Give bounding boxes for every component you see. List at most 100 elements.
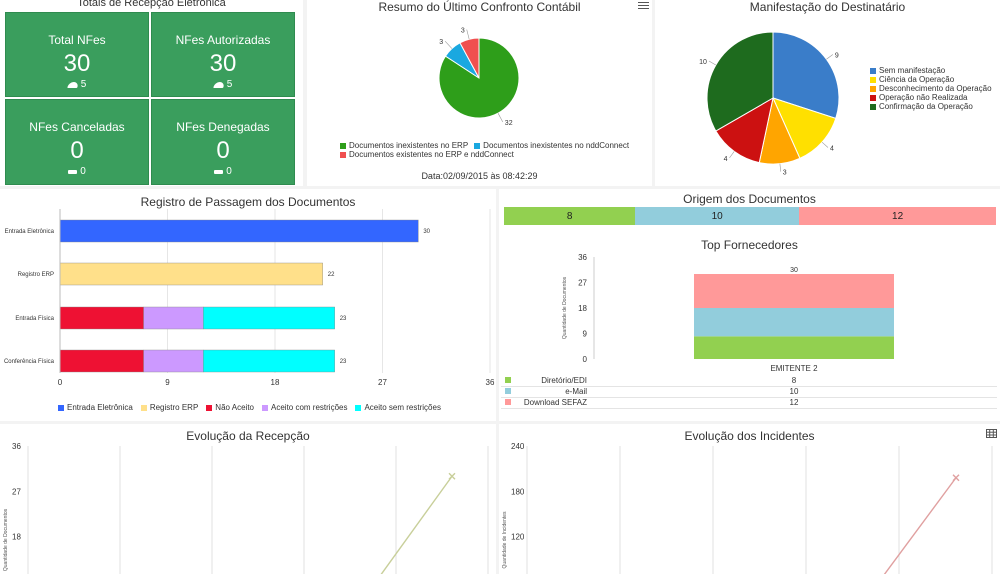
pie-slice — [772, 31, 840, 120]
tile-label: NFes Denegadas — [176, 120, 270, 134]
y-tick-label: 27 — [578, 279, 587, 288]
origem-bar: 8 10 12 — [504, 207, 996, 225]
bar-segment — [143, 349, 204, 373]
series-line — [883, 477, 957, 574]
bar-total-label: 30 — [790, 267, 798, 274]
tile-label: Total NFes — [48, 33, 106, 47]
bar-segment — [203, 306, 335, 330]
legend-item[interactable]: Não Aceito — [206, 403, 254, 412]
evolucao-recepcao-title: Evolução da Recepção — [186, 429, 310, 443]
legend-item[interactable]: Aceito sem restrições — [355, 403, 441, 412]
pie-leader-line — [729, 151, 735, 159]
y-tick-label: 27 — [12, 487, 21, 496]
y-tick-label: Registro ERP — [18, 272, 54, 278]
pie-slice — [715, 97, 774, 164]
y-tick-label: 120 — [511, 533, 525, 542]
pie-leader-line — [497, 113, 504, 123]
menu-icon[interactable] — [638, 2, 649, 10]
bar-segment — [143, 306, 204, 330]
bar-total-label: 22 — [328, 272, 335, 278]
confronto-legend: Documentos inexistentes no ERP Documento… — [340, 141, 640, 159]
pie-leader-line — [708, 60, 716, 66]
data-point-marker — [952, 474, 960, 482]
bar-icon — [214, 169, 224, 174]
pie-data-label: 3 — [439, 39, 443, 46]
legend-item[interactable]: Ciência da Operação — [870, 75, 992, 84]
legend-item[interactable]: Operação não Realizada — [870, 93, 992, 102]
bar-segment — [59, 349, 144, 373]
table-row[interactable]: Diretório/EDI 8 — [501, 375, 997, 387]
y-axis-label: Quantidade de Incidentes — [502, 511, 508, 568]
x-tick-label: 0 — [58, 378, 63, 387]
cloud-icon — [212, 81, 225, 88]
x-tick-label: 36 — [486, 378, 495, 387]
bar-segment — [694, 336, 894, 359]
registro-panel: Registro de Passagem dos Documentos 0 9 18… — [0, 189, 496, 421]
pie-slice — [772, 97, 837, 159]
registro-title: Registro de Passagem dos Documentos — [140, 195, 356, 209]
y-tick-label: 180 — [511, 487, 525, 496]
confronto-date: Data:02/09/2015 às 08:42:29 — [421, 171, 538, 181]
x-tick-label: 27 — [378, 378, 387, 387]
pie-data-label: 3 — [783, 170, 787, 177]
y-tick-label: 36 — [12, 442, 21, 451]
y-tick-label: Entrada Física — [15, 316, 54, 322]
tile-nfes-denegadas[interactable]: NFes Denegadas 0 0 — [151, 99, 295, 185]
fornecedores-bar-chart: 36 27 18 9 0 Quantidade de Documentos 30 EMITEN… — [562, 253, 894, 373]
tile-nfes-canceladas[interactable]: NFes Canceladas 0 0 — [5, 99, 149, 185]
confronto-pie-chart: 32 3 3 — [438, 28, 520, 127]
bar-segment — [59, 262, 323, 286]
registro-bar-chart: 0 9 18 27 36 Entrada Eletrônica 30 Registro ERP… — [4, 209, 495, 387]
legend-item[interactable]: Confirmação da Operação — [870, 102, 992, 111]
manifestacao-title: Manifestação do Destinatário — [749, 0, 906, 14]
y-tick-label: 18 — [578, 304, 587, 313]
bar-segment — [59, 219, 419, 243]
tile-value: 0 — [70, 137, 84, 164]
tile-value: 30 — [209, 50, 237, 77]
tile-label: NFes Autorizadas — [175, 33, 271, 47]
pie-leader-line — [821, 141, 829, 148]
tile-value: 30 — [63, 50, 91, 77]
legend-item[interactable]: Registro ERP — [140, 403, 198, 412]
confronto-panel: Resumo do Último Confronto Contábil 32 3 3… — [307, 0, 652, 186]
bar-total-label: 23 — [340, 359, 347, 365]
y-tick-label: Conferência Física — [4, 359, 55, 365]
fornecedores-title: Top Fornecedores — [701, 238, 798, 252]
pie-data-label: 3 — [461, 28, 465, 35]
y-axis-label: Quantidade de Documentos — [3, 508, 9, 571]
table-icon[interactable] — [986, 429, 997, 438]
legend-item[interactable]: Documentos existentes no ERP e nddConnec… — [340, 150, 640, 159]
pie-data-label: 9 — [835, 53, 839, 60]
legend-item[interactable]: Sem manifestação — [870, 66, 992, 75]
bar-segment — [694, 308, 894, 337]
cloud-icon — [66, 81, 79, 88]
legend-item[interactable]: Aceito com restrições — [262, 403, 347, 412]
y-tick-label: 0 — [583, 355, 588, 364]
legend-item[interactable]: Documentos inexistentes no nddConnect — [474, 141, 629, 150]
legend-item[interactable]: Entrada Eletrônica — [58, 403, 133, 412]
origem-segment-diretorio[interactable]: 8 — [504, 207, 636, 225]
series-line — [380, 475, 453, 574]
pie-slice — [706, 31, 774, 132]
pie-leader-line — [779, 163, 782, 172]
table-row[interactable]: e-Mail 10 — [501, 386, 997, 398]
y-tick-label: Entrada Eletrônica — [5, 229, 55, 235]
table-row[interactable]: Download SEFAZ 12 — [501, 397, 997, 409]
pie-leader-line — [466, 29, 470, 40]
bar-total-label: 30 — [423, 229, 430, 235]
bar-segment — [203, 349, 335, 373]
legend-item[interactable]: Documentos inexistentes no ERP — [340, 141, 468, 150]
tile-total-nfes[interactable]: Total NFes 30 5 — [5, 12, 149, 97]
origem-segment-sefaz[interactable]: 12 — [799, 207, 996, 225]
y-tick-label: 9 — [583, 330, 588, 339]
x-tick-label: 9 — [165, 378, 170, 387]
origem-segment-email[interactable]: 10 — [635, 207, 800, 225]
data-point-marker — [448, 472, 456, 480]
legend-item[interactable]: Desconhecimento da Operação — [870, 84, 992, 93]
tile-sub: 5 — [226, 79, 233, 90]
tile-nfes-autorizadas[interactable]: NFes Autorizadas 30 5 — [151, 12, 295, 97]
pie-data-label: 4 — [724, 156, 728, 163]
origem-panel: Origem dos Documentos 8 10 12 Top Fornec… — [499, 189, 1000, 421]
y-axis-label: Quantidade de Documentos — [562, 276, 568, 339]
